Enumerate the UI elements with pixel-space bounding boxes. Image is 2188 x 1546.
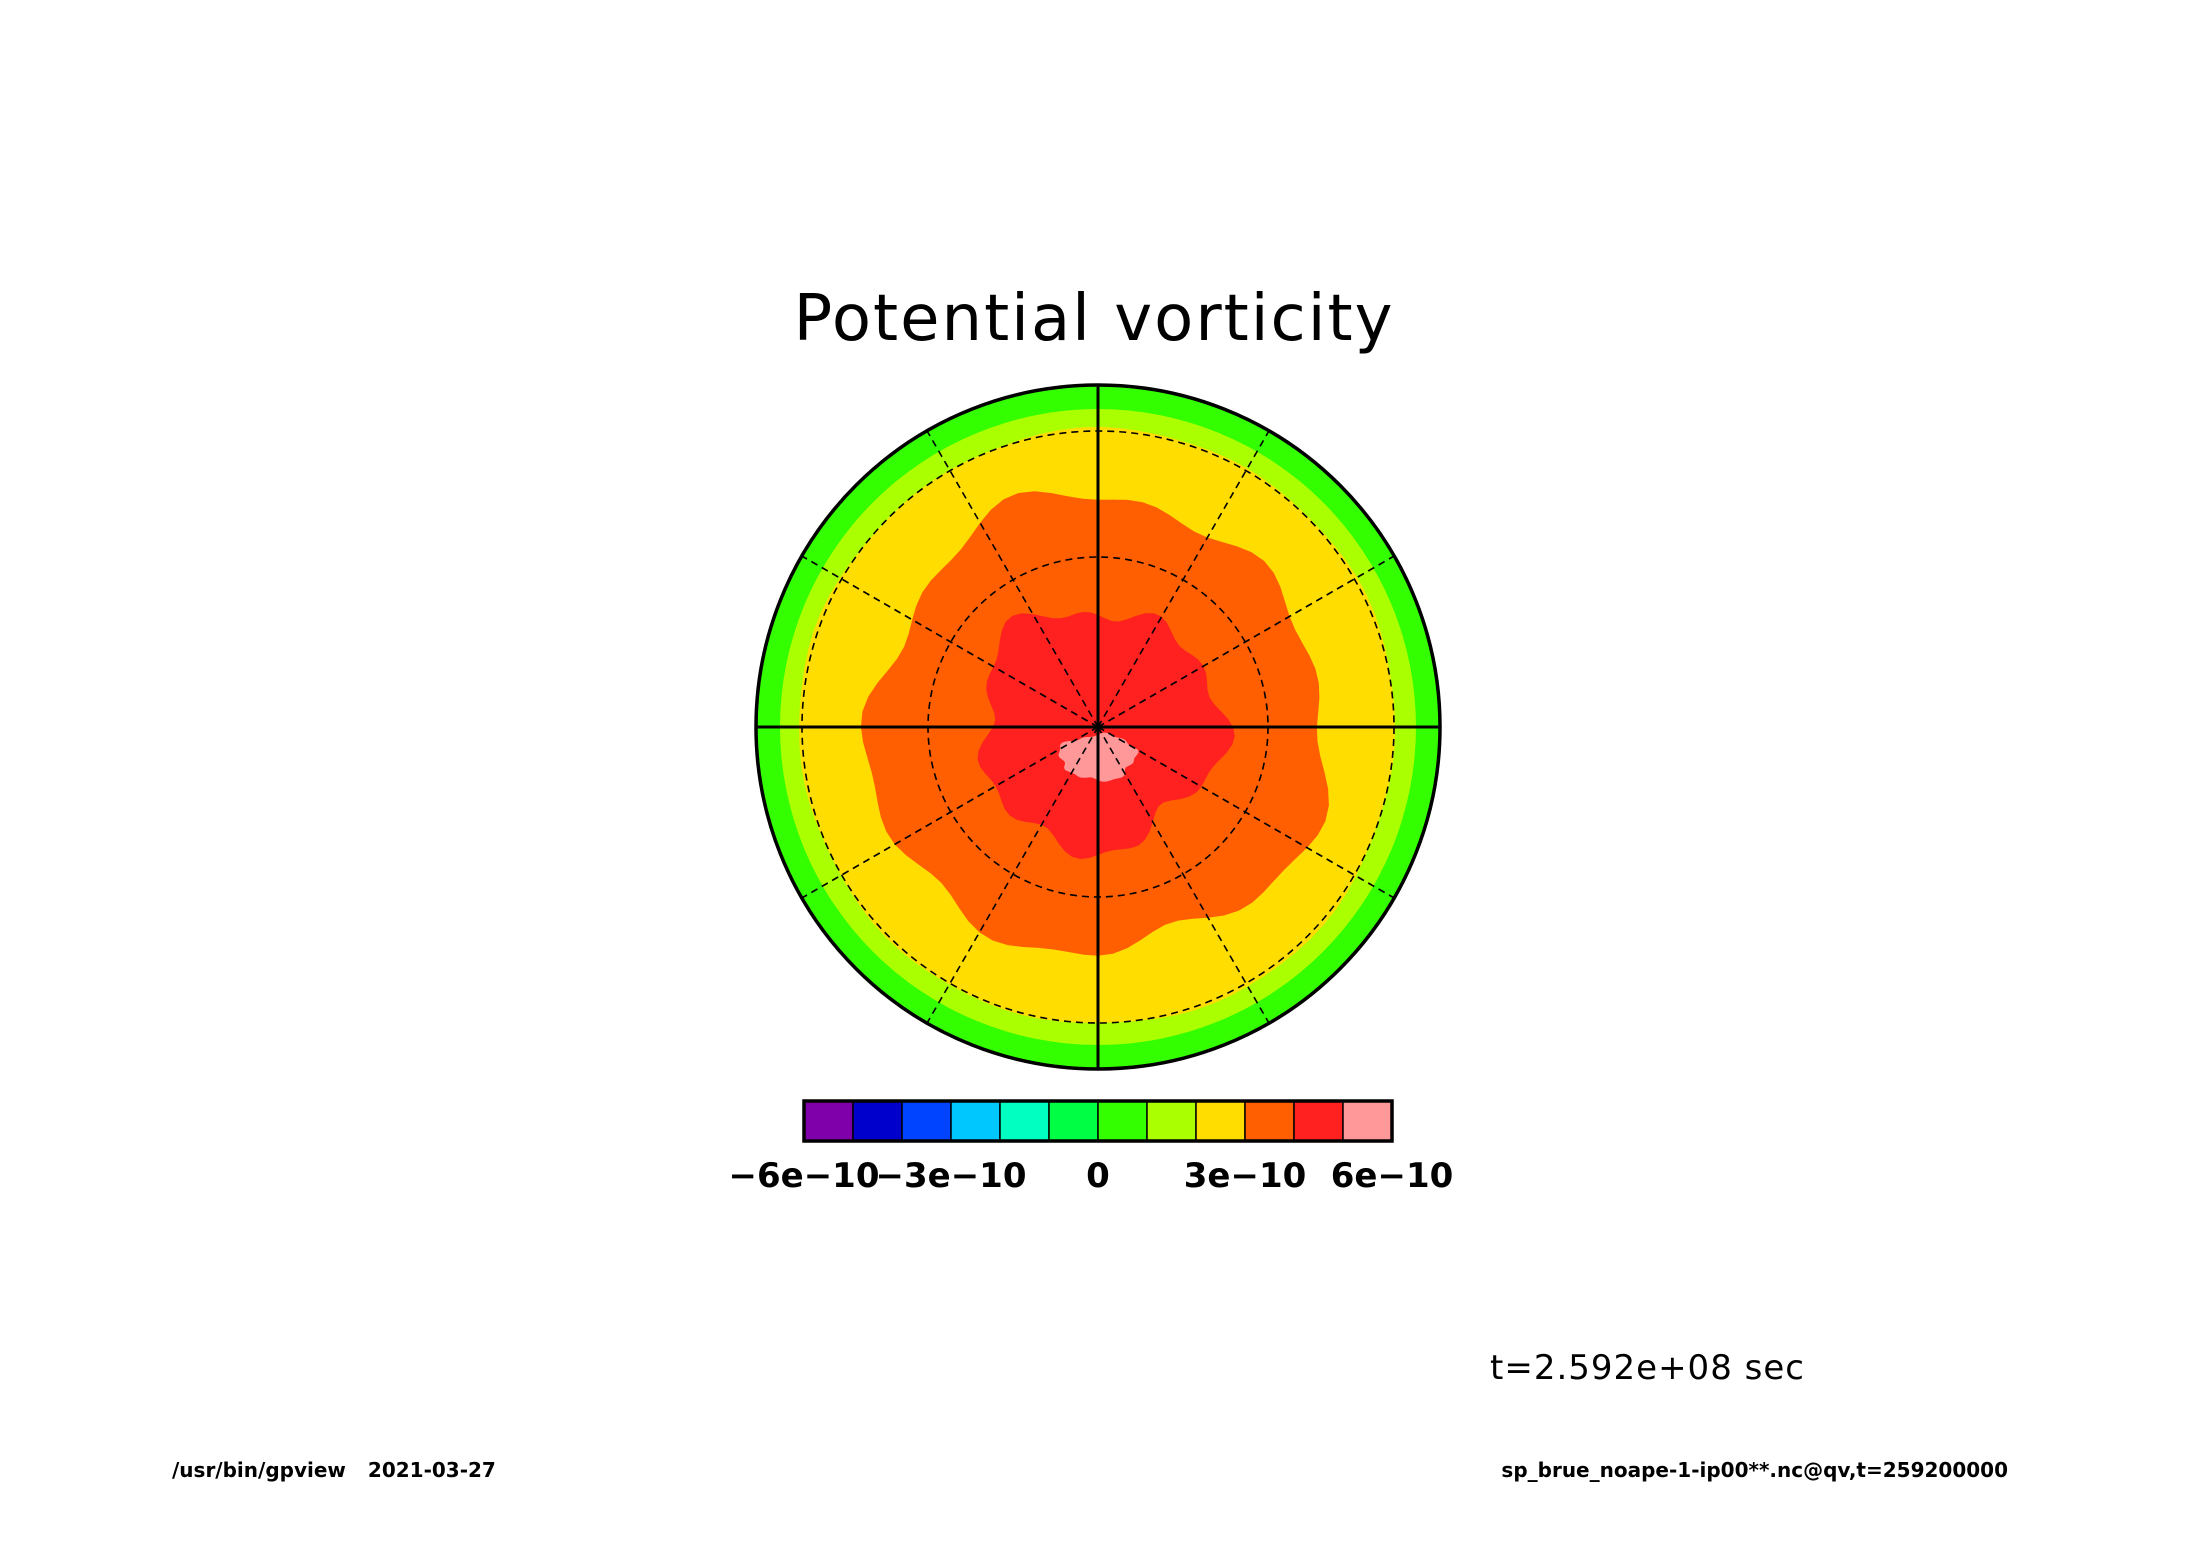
footer-date: 2021-03-27 [367,1458,496,1482]
colorbar-cell [852,1100,903,1142]
chart-title: Potential vorticity [793,282,1395,356]
colorbar-tick-label: 6e−10 [1331,1156,1454,1196]
colorbar-cell [1097,1100,1148,1142]
colorbar-cell [901,1100,952,1142]
colorbar-cell [1293,1100,1344,1142]
meridian-60 [1097,726,1270,1024]
colorbar-cell [1048,1100,1099,1142]
footer-left: /usr/bin/gpview 2021-03-27 [172,1458,496,1482]
meridian-330 [1097,555,1395,728]
footer-source: sp_brue_noape-1-ip00**.nc@qv,t=259200000 [1501,1458,2008,1482]
meridian-120 [926,726,1099,1024]
colorbar-cell [1146,1100,1197,1142]
colorbar-tick-label: −6e−10 [728,1156,879,1196]
colorbar: −6e−10−3e−10 0 3e−10 6e−10 [728,1099,1454,1196]
colorbar-cell [803,1100,854,1142]
colorbar-cell [950,1100,1001,1142]
footer-program: /usr/bin/gpview [172,1458,346,1482]
colorbar-tick-label: 0 [1086,1156,1110,1196]
colorbar-cell [1195,1100,1246,1142]
meridian-240 [926,430,1099,728]
meridian-300 [1097,430,1270,728]
colorbar-cell [1244,1100,1295,1142]
colorbar-cell [1342,1100,1393,1142]
colorbar-border [802,1099,1394,1143]
meridian-150 [801,726,1099,899]
meridian-30 [1097,726,1395,899]
meridian-210 [801,555,1099,728]
colorbar-cell [999,1100,1050,1142]
disc-border [754,383,1442,1071]
time-label: t=2.592e+08 sec [1490,1348,1805,1388]
colorbar-tick-label: −3e−10 [875,1156,1026,1196]
colorbar-tick-label: 3e−10 [1184,1156,1307,1196]
polar-grid [754,383,1442,1071]
